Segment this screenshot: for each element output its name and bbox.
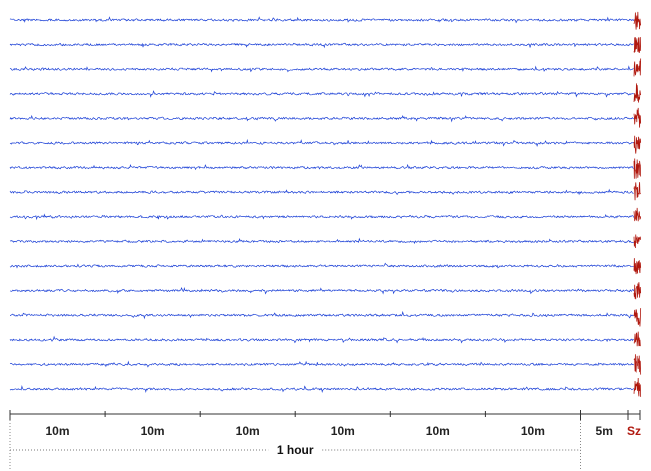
- eeg-channel-trace: [9, 42, 634, 49]
- eeg-channel-trace: [9, 360, 634, 368]
- seizure-trace: [633, 11, 642, 30]
- seizure-trace: [633, 182, 641, 201]
- segment-labels: 10m 10m 10m 10m 10m 10m 5m Sz: [45, 424, 641, 438]
- eeg-channel-trace: [9, 213, 635, 221]
- eeg-channel-trace: [9, 16, 635, 24]
- time-axis: [9, 410, 641, 471]
- seizure-trace: [633, 282, 642, 300]
- eeg-channel-trace: [9, 335, 634, 344]
- seizure-trace: [633, 135, 642, 154]
- segment-label: 5m: [596, 424, 613, 438]
- seizure-trace: [633, 58, 642, 77]
- eeg-channel-trace: [9, 138, 634, 147]
- eeg-channel-trace: [9, 163, 634, 171]
- segment-label: 10m: [236, 424, 260, 438]
- seizure-trace: [633, 83, 642, 103]
- hour-label: 1 hour: [277, 443, 314, 457]
- eeg-channel-trace: [9, 90, 634, 98]
- eeg-channel-trace: [9, 385, 634, 394]
- segment-label: 10m: [45, 424, 69, 438]
- eeg-channel-trace: [9, 114, 634, 123]
- seizure-trace: [633, 207, 642, 222]
- seizure-trace: [633, 378, 642, 397]
- segment-label: 10m: [426, 424, 450, 438]
- segment-label: 10m: [141, 424, 165, 438]
- seizure-traces: [633, 11, 642, 397]
- seizure-trace: [633, 234, 642, 249]
- seizure-trace: [633, 258, 642, 275]
- seizure-trace: [633, 354, 642, 375]
- segment-label: 10m: [331, 424, 355, 438]
- eeg-channel-trace: [9, 286, 635, 295]
- segment-label: 10m: [521, 424, 545, 438]
- seizure-label: Sz: [627, 424, 641, 438]
- seizure-trace: [633, 308, 642, 327]
- eeg-traces: [9, 16, 635, 394]
- eeg-channel-trace: [9, 65, 634, 73]
- hour-bracket: 1 hour: [10, 443, 581, 457]
- eeg-channel-trace: [9, 262, 634, 269]
- eeg-channel-trace: [9, 188, 634, 196]
- eeg-channel-trace: [9, 310, 634, 320]
- seizure-trace: [633, 37, 642, 54]
- seizure-trace: [633, 158, 642, 179]
- eeg-channel-trace: [9, 237, 634, 245]
- seizure-trace: [633, 107, 642, 128]
- seizure-trace: [633, 331, 641, 347]
